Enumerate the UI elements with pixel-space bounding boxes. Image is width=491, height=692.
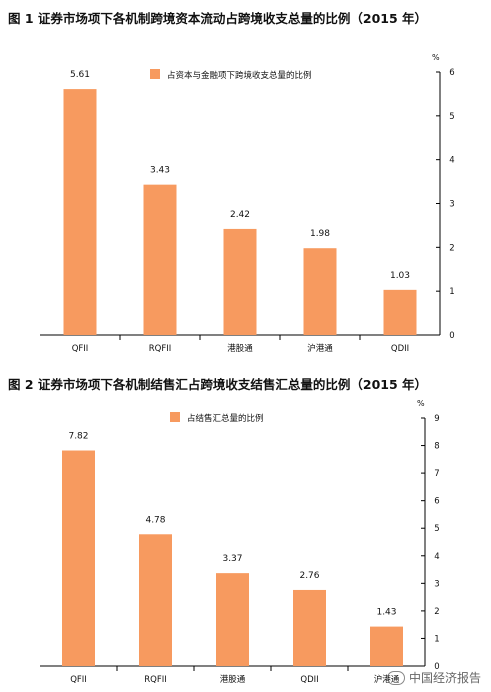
chart-2-data-label: 1.43 [376,608,396,618]
chart-2-legend-label: 占结售汇总量的比例 [187,413,264,424]
chart-2-legend-swatch [170,412,180,422]
chart-2-y-tick-label: 5 [434,524,439,534]
chart-2-category-label: RQFII [144,675,167,685]
chart-2-category-label: 港股通 [220,674,246,685]
watermark-text: 中国经济报告 [408,671,481,685]
chart-1-legend-swatch [150,69,160,79]
chart-1-y-tick-label: 4 [449,156,454,166]
chart-1-bar [383,289,417,335]
chart-2-data-label: 3.37 [222,554,242,564]
chart-2-data-label: 7.82 [68,432,88,442]
chart-1-data-label: 3.43 [150,166,170,176]
chart-1-category-label: 港股通 [227,343,253,354]
chart-1-category-label: QFII [72,344,89,354]
chart-1-bar [303,248,337,335]
chart-2-category-label: QFII [70,675,87,685]
chart-2-title: 图 2 证券市场项下各机制结售汇占跨境收支结售汇总量的比例（2015 年） [8,377,428,392]
chart-1-unit-label: % [432,53,440,62]
chart-2-y-tick-label: 0 [434,662,439,672]
chart-2-bar [370,626,403,666]
chart-2-bar [139,534,172,666]
chart-2-y-tick-label: 3 [434,579,439,589]
chart-1-data-label: 5.61 [70,70,90,80]
chart-2-data-label: 4.78 [145,515,165,525]
chart-2-category-label: 沪港通 [374,674,400,685]
chart-1-category-label: QDII [391,344,409,354]
chart-2-y-tick-label: 1 [434,634,439,644]
chart-2-y-tick-label: 4 [434,552,439,562]
chart-1-y-tick-label: 1 [449,287,454,297]
chart-2-bar [293,589,326,666]
chart-1-bar [143,184,177,335]
chart-2-category-label: QDII [300,675,318,685]
chart-2-y-tick-label: 6 [434,497,439,507]
chart-1-y-tick-label: 0 [449,331,454,341]
chart-1-title: 图 1 证券市场项下各机制跨境资本流动占跨境收支总量的比例（2015 年） [8,11,428,26]
watermark: 中国经济报告 [386,669,481,686]
chart-1-data-label: 1.98 [310,229,330,239]
chart-1-data-label: 1.03 [390,271,410,281]
chart-2-data-label: 2.76 [299,571,319,581]
chart-1-y-tick-label: 5 [449,112,454,122]
chart-2-y-tick-label: 8 [434,442,439,452]
chart-1-data-label: 2.42 [230,210,250,220]
chart-1-category-label: RQFII [149,344,172,354]
chart-1-category-label: 沪港通 [307,343,333,354]
chart-1-bar [63,89,97,335]
chart-1-y-tick-label: 3 [449,200,454,210]
chart-2-y-tick-label: 9 [434,414,439,424]
chart-2-y-tick-label: 2 [434,607,439,617]
chart-2-bar [62,450,95,666]
wechat-icon [386,670,405,685]
chart-1-bar [223,228,257,335]
chart-2-bar [216,573,249,666]
chart-2-y-tick-label: 7 [434,469,439,479]
chart-1-legend-label: 占资本与金融项下跨境收支总量的比例 [167,70,312,81]
chart-1-y-tick-label: 2 [449,243,454,253]
chart-1-y-tick-label: 6 [449,68,454,78]
chart-2-unit-label: % [417,399,425,408]
